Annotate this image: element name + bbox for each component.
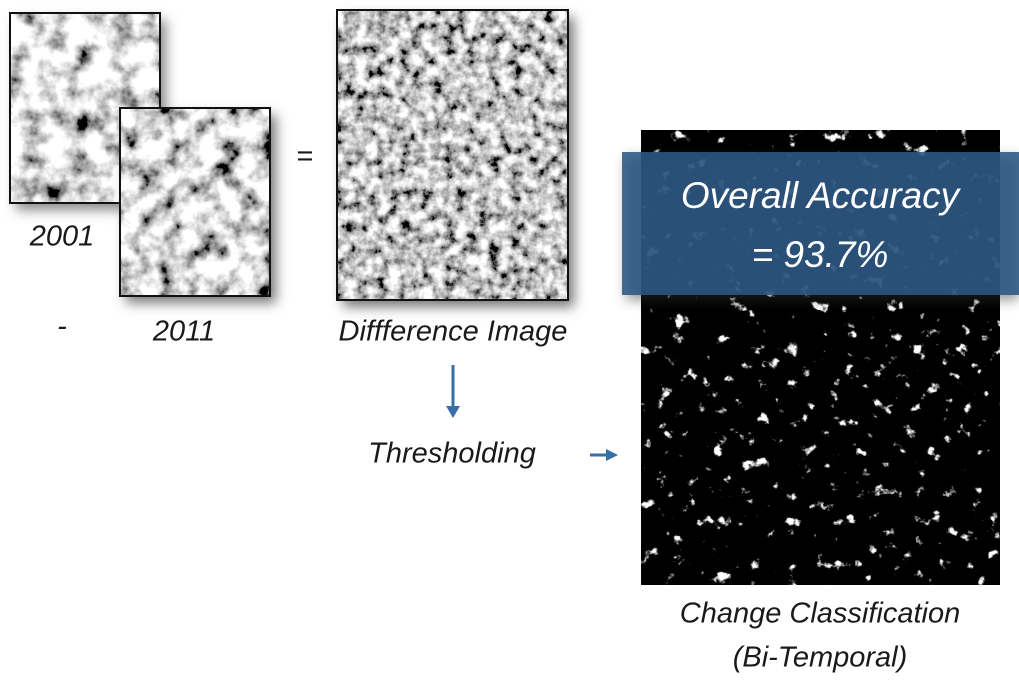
arrow-head (446, 406, 460, 418)
arrow-head (606, 449, 618, 461)
label-result-2: (Bi-Temporal) (733, 642, 908, 674)
minus-sign: - (57, 311, 67, 343)
equals-sign: = (297, 141, 314, 173)
label-thresholding: Thresholding (368, 438, 536, 470)
label-difference: Diffference Image (339, 316, 568, 348)
label-2001: 2001 (29, 221, 95, 253)
accuracy-value: = 93.7% (752, 234, 889, 275)
image-2011 (120, 108, 270, 296)
label-result-1: Change Classification (680, 598, 960, 630)
difference-image (337, 10, 568, 300)
accuracy-title: Overall Accuracy (681, 175, 962, 216)
diagram: 2001 - 2011 = Diffference Image Threshol… (0, 0, 1019, 680)
label-2011: 2011 (152, 316, 215, 348)
